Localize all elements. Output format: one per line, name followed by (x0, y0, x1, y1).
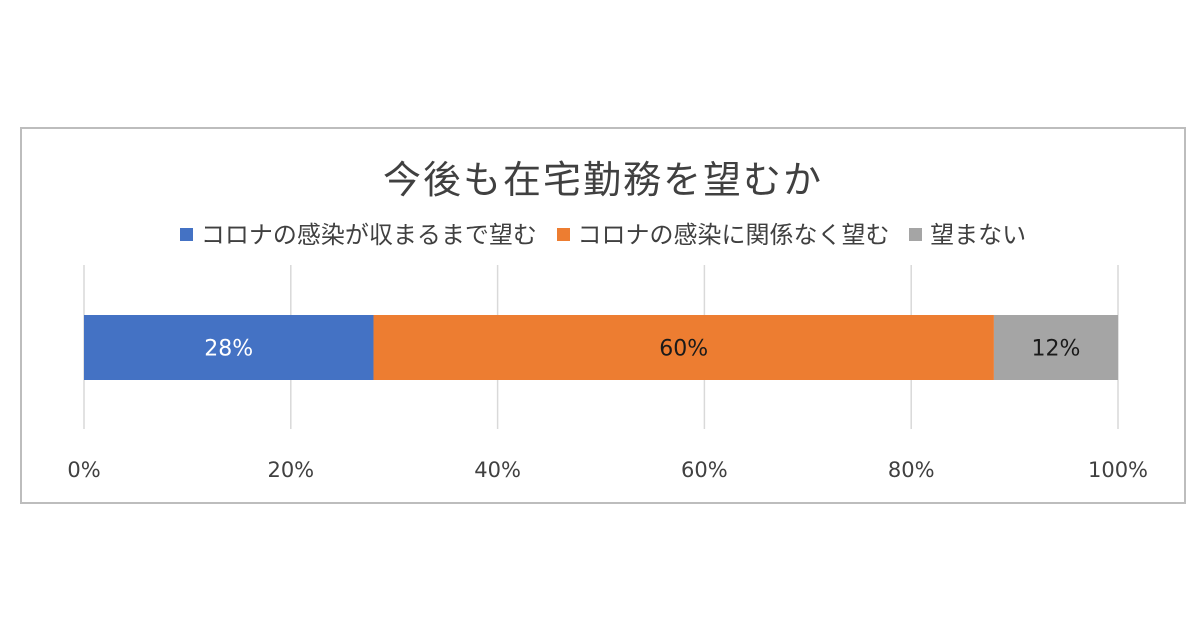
x-tick-label: 20% (267, 458, 314, 482)
x-tick-label: 40% (474, 458, 521, 482)
legend-swatch (556, 227, 570, 241)
x-tick-label: 60% (681, 458, 728, 482)
bar-segment-0 (84, 315, 374, 380)
x-tick-label: 0% (67, 458, 100, 482)
x-tick-label: 100% (1088, 458, 1148, 482)
legend-label: コロナの感染に関係なく望む (577, 221, 890, 249)
data-label-2: 12% (1032, 337, 1081, 362)
legend: コロナの感染が収まるまで望む コロナの感染に関係なく望む 望まない (22, 215, 1184, 250)
legend-item-do-not-want: 望まない (909, 215, 1026, 250)
data-label-1: 60% (659, 337, 708, 362)
data-label-0: 28% (204, 337, 253, 362)
legend-item-until-covid-subsides: コロナの感染が収まるまで望む (179, 215, 537, 250)
legend-swatch (179, 227, 193, 241)
legend-label: 望まない (930, 221, 1027, 249)
legend-swatch (909, 227, 923, 241)
legend-item-regardless-of-covid: コロナの感染に関係なく望む (556, 215, 890, 250)
plot-area: 28% 60% 12% 0% 20% 40% 60% 80% 100% (67, 265, 1148, 482)
bar-segment-2 (993, 315, 1118, 380)
x-tick-label: 80% (888, 458, 935, 482)
legend-label: コロナの感染が収まるまで望む (200, 221, 537, 249)
chart-frame: 今後も在宅勤務を望むか コロナの感染が収まるまで望む コロナの感染に関係なく望む… (20, 127, 1186, 504)
bar-segment-1 (373, 315, 994, 380)
chart-title: 今後も在宅勤務を望むか (382, 158, 823, 202)
